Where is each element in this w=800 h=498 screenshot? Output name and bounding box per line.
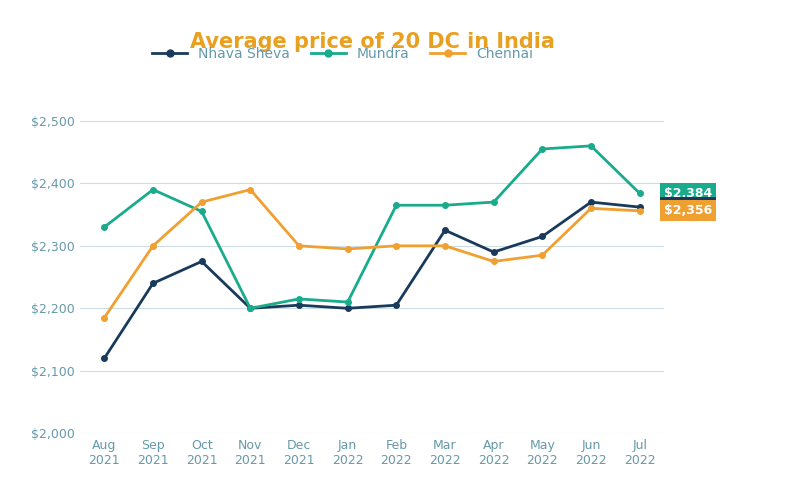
Title: Average price of 20 DC in India: Average price of 20 DC in India	[190, 32, 554, 52]
Text: $2,356: $2,356	[664, 204, 712, 217]
Text: $2,362: $2,362	[664, 201, 712, 214]
Text: $2,384: $2,384	[664, 187, 712, 200]
Legend: Nhava Sheva, Mundra, Chennai: Nhava Sheva, Mundra, Chennai	[147, 42, 538, 67]
